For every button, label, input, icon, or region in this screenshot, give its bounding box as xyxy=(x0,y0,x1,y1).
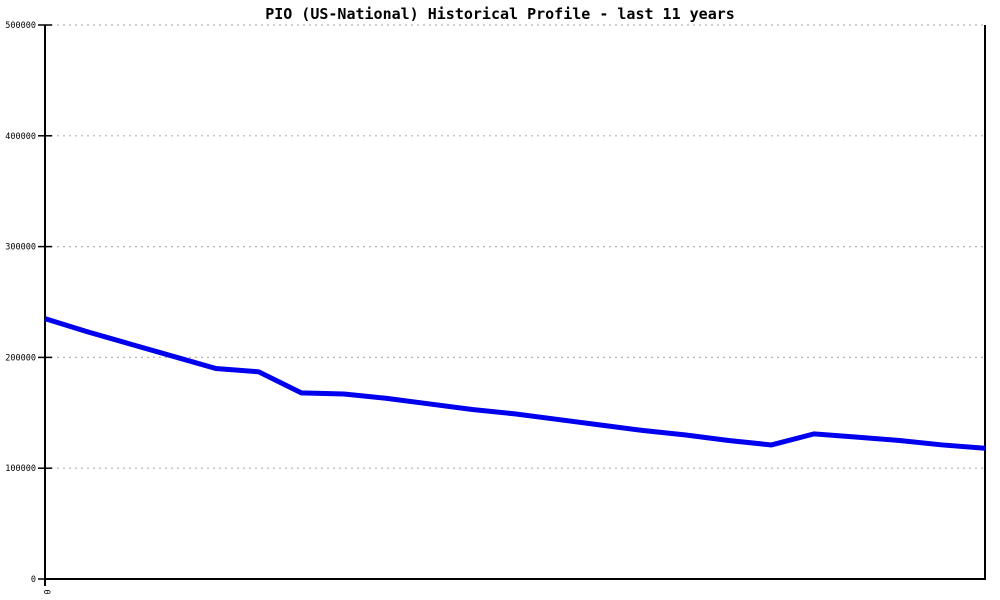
x-tick-label: 0 xyxy=(41,589,51,594)
y-tick-label: 400000 xyxy=(5,132,36,142)
y-tick-label: 0 xyxy=(31,575,36,585)
chart-title: PIO (US-National) Historical Profile - l… xyxy=(265,5,735,23)
y-tick-label: 100000 xyxy=(5,464,36,474)
y-tick-label: 500000 xyxy=(5,21,36,31)
data-line-pio xyxy=(44,316,986,451)
y-tick-label: 200000 xyxy=(5,353,36,363)
y-tick-label: 300000 xyxy=(5,243,36,253)
